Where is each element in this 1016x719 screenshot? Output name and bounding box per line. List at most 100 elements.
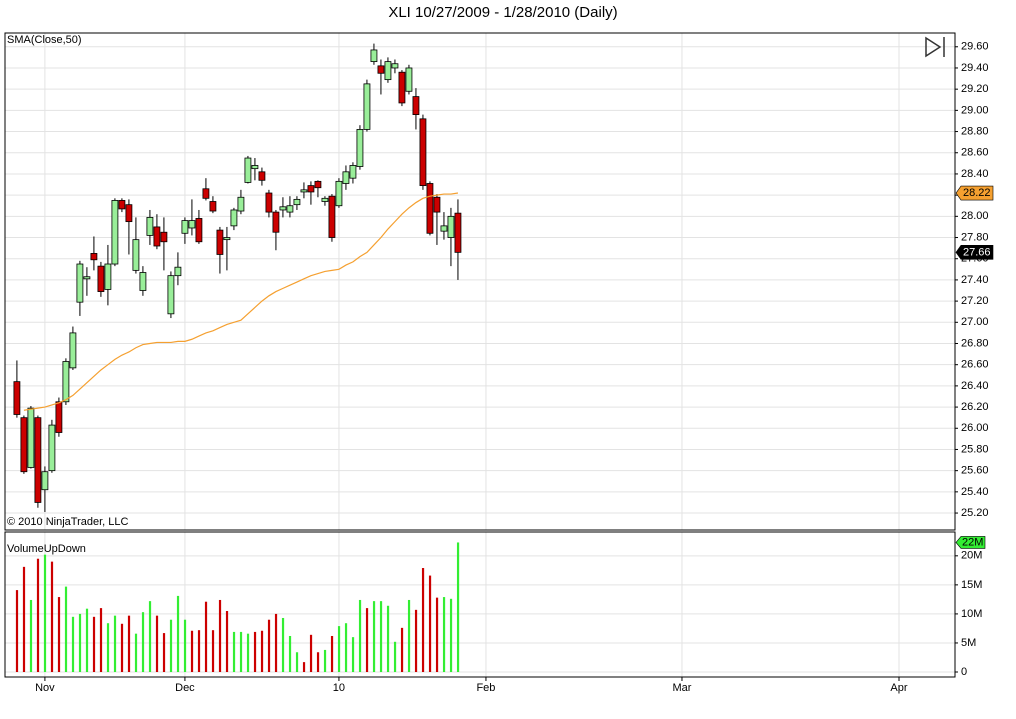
candle-body [34, 417, 42, 503]
candle-body [118, 200, 126, 210]
volume-bar [365, 608, 369, 673]
x-tick-label: Dec [175, 682, 195, 694]
candle-body [125, 204, 133, 223]
candle-body [335, 180, 343, 207]
y-tick-label: 26.00 [961, 422, 989, 434]
volume-bar [379, 601, 383, 673]
volume-bar [344, 623, 348, 673]
volume-badge-label: 22M [962, 536, 983, 548]
volume-bar [456, 542, 460, 673]
candle-body [363, 83, 371, 130]
candle-body [13, 381, 21, 415]
y-tick-label: 28.60 [961, 147, 989, 159]
volume-bar [92, 616, 96, 673]
candle-body [349, 165, 357, 179]
chart-title: XLI 10/27/2009 - 1/28/2010 (Daily) [388, 4, 617, 21]
candle-body [76, 263, 84, 303]
volume-bar [64, 586, 68, 673]
volume-bar [176, 595, 180, 673]
y-tick-label: 29.60 [961, 41, 989, 53]
candle-body [104, 263, 112, 290]
y-tick-label: 10M [961, 608, 982, 620]
volume-label: VolumeUpDown [7, 543, 86, 555]
volume-bar [267, 619, 271, 673]
candle-body [188, 220, 196, 229]
y-tick-label: 27.40 [961, 274, 989, 286]
volume-badge [955, 536, 986, 549]
price-panel [4, 32, 956, 531]
volume-bar [232, 631, 236, 673]
candle-body [286, 205, 294, 213]
candle-body [237, 196, 245, 212]
volume-bar [442, 597, 446, 673]
play-icon[interactable] [925, 36, 945, 58]
volume-bar [246, 633, 250, 673]
y-tick-label: 27.80 [961, 231, 989, 243]
candle-body [384, 61, 392, 81]
y-tick-label: 0 [961, 666, 967, 678]
volume-bar [400, 627, 404, 673]
y-tick-label: 28.00 [961, 210, 989, 222]
volume-bar [85, 608, 89, 673]
volume-bar [302, 662, 306, 673]
volume-bar [120, 623, 124, 673]
volume-panel [4, 531, 956, 678]
volume-bar [218, 599, 222, 673]
candle-body [111, 200, 119, 265]
y-tick-label: 27.00 [961, 316, 989, 328]
volume-bar [57, 597, 61, 673]
candle-body [405, 67, 413, 92]
x-tick-label: 10 [333, 682, 345, 694]
candle-body [398, 71, 406, 104]
y-tick-label: 25.20 [961, 507, 989, 519]
volume-bar [393, 641, 397, 673]
volume-bar [148, 601, 152, 673]
volume-bar [99, 608, 103, 673]
volume-bar [281, 617, 285, 673]
candle-body [20, 417, 28, 473]
candle-body [132, 239, 140, 271]
volume-bar [449, 598, 453, 673]
y-tick-label: 25.60 [961, 465, 989, 477]
volume-bar [351, 637, 355, 673]
volume-bar [274, 613, 278, 673]
candle-body [314, 180, 322, 189]
price-badge [955, 245, 994, 260]
volume-bar [183, 619, 187, 673]
candle-body [209, 201, 217, 212]
candle-body [300, 189, 308, 193]
candle-body [279, 206, 287, 211]
volume-bar [414, 609, 418, 673]
candle-body [41, 471, 49, 491]
volume-bar [50, 561, 54, 673]
y-tick-label: 5M [961, 637, 976, 649]
candle-body [244, 157, 252, 183]
price-badge-label: 28.22 [963, 187, 991, 199]
candle-body [167, 275, 175, 315]
candle-body [251, 165, 259, 170]
volume-bar [113, 615, 117, 673]
volume-bar [386, 605, 390, 673]
volume-bar [141, 612, 145, 673]
volume-bar [260, 630, 264, 673]
grid [5, 33, 955, 677]
volume-bar [330, 635, 334, 673]
volume-bar [421, 568, 425, 673]
x-tick-label: Mar [672, 682, 691, 694]
y-tick-label: 26.80 [961, 337, 989, 349]
volume-bar [197, 630, 201, 673]
y-tick-label: 25.40 [961, 486, 989, 498]
volume-bar [29, 599, 33, 673]
copyright: © 2010 NinjaTrader, LLC [7, 516, 128, 528]
volume-bar [407, 599, 411, 673]
volume-bar [22, 566, 26, 673]
y-tick-label: 26.20 [961, 401, 989, 413]
candle-body [412, 96, 420, 115]
volume-bar [316, 652, 320, 673]
volume-bar [323, 649, 327, 673]
candle-body [265, 192, 273, 213]
volume-bar [239, 631, 243, 673]
y-tick-label: 20M [961, 550, 982, 562]
candle-body [370, 49, 378, 63]
